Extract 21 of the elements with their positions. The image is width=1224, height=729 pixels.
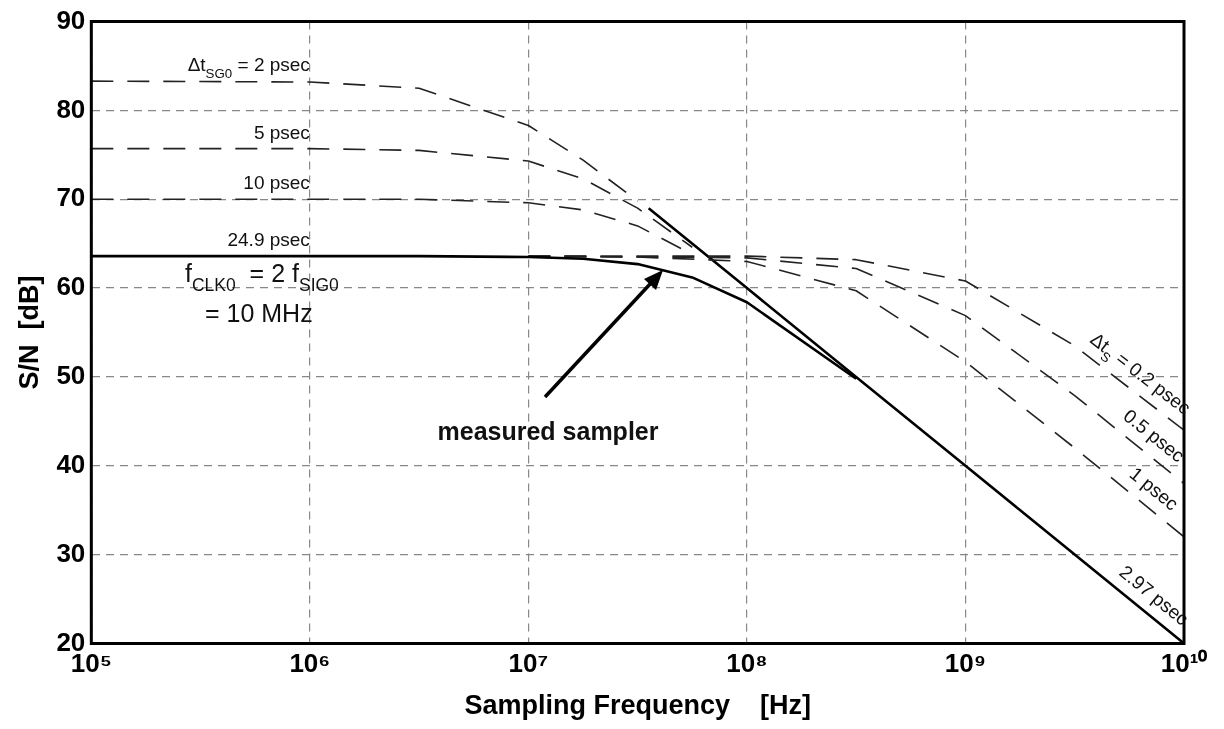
y-tick-label: 50 bbox=[56, 360, 86, 391]
x-tick-label: 10¹⁰ bbox=[1160, 648, 1209, 679]
series-label: 24.9 psec bbox=[227, 229, 310, 251]
x-tick-label: 10⁸ bbox=[726, 648, 768, 679]
y-tick-label: 60 bbox=[56, 271, 86, 302]
x-tick-label: 10⁶ bbox=[289, 648, 331, 679]
y-tick-label: 40 bbox=[56, 448, 86, 479]
y-tick-label: 30 bbox=[56, 537, 86, 568]
text: 2.97 psec bbox=[1115, 561, 1193, 630]
series-label: 10 psec bbox=[243, 172, 310, 194]
x-axis-title: Sampling Frequency [Hz] bbox=[464, 690, 811, 721]
series-label: 5 psec bbox=[253, 121, 310, 143]
text: 1 psec bbox=[1125, 462, 1183, 515]
y-tick-label: 70 bbox=[56, 182, 86, 213]
annotation: = 10 MHz bbox=[205, 299, 313, 327]
x-tick-label: 10⁹ bbox=[944, 648, 987, 679]
y-tick-label: 90 bbox=[56, 4, 86, 35]
x-tick-label: 10⁷ bbox=[508, 648, 549, 679]
y-tick-label: 80 bbox=[56, 93, 86, 124]
annotation: measured sampler bbox=[437, 417, 659, 445]
y-axis-title: S/N [dB] bbox=[13, 275, 44, 390]
